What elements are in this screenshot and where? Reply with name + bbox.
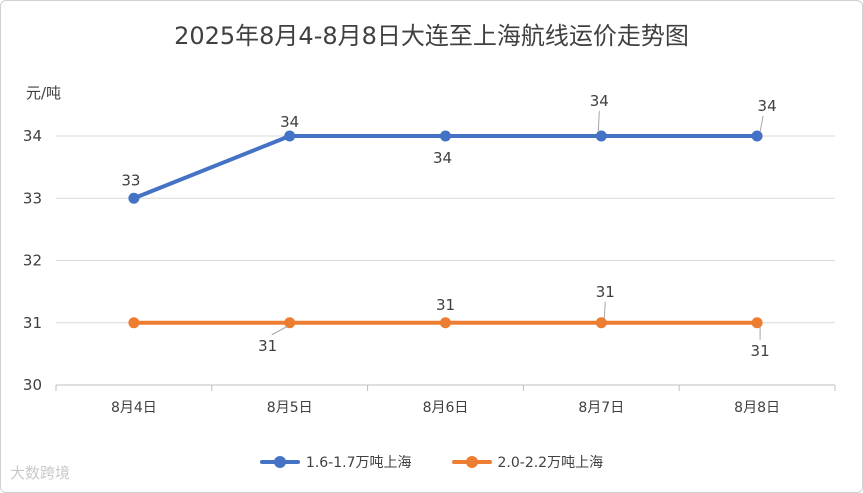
data-point xyxy=(595,317,607,329)
legend: 1.6-1.7万吨上海 2.0-2.2万吨上海 xyxy=(0,452,863,472)
y-tick-label: 32 xyxy=(23,252,42,270)
legend-marker-series-2 xyxy=(451,456,492,468)
data-label-leader xyxy=(597,110,600,133)
legend-item-series-2[interactable]: 2.0-2.2万吨上海 xyxy=(451,452,604,472)
data-point xyxy=(440,130,451,142)
watermark-logo: 大数跨境 xyxy=(10,464,71,482)
x-tick-label: 8月6日 xyxy=(423,400,469,416)
data-label: 34 xyxy=(758,97,777,115)
x-tick-label: 8月4日 xyxy=(111,400,157,416)
x-tick-label: 8月7日 xyxy=(578,400,624,416)
x-tick-label: 8月8日 xyxy=(734,400,780,416)
data-label-leader xyxy=(759,115,764,133)
x-tick-label: 8月5日 xyxy=(267,400,313,416)
data-label: 34 xyxy=(280,113,299,131)
data-label: 34 xyxy=(590,92,609,110)
data-point xyxy=(595,130,607,142)
data-point xyxy=(128,192,140,204)
data-point xyxy=(440,317,451,329)
legend-item-series-1[interactable]: 1.6-1.7万吨上海 xyxy=(259,452,412,472)
data-label: 33 xyxy=(121,171,140,189)
y-tick-label: 34 xyxy=(23,127,42,145)
y-tick-label: 31 xyxy=(23,314,42,332)
data-point xyxy=(284,317,296,329)
series-line-1 xyxy=(131,134,760,201)
y-tick-label: 33 xyxy=(23,189,42,207)
y-axis-unit-label: 元/吨 xyxy=(26,84,62,102)
chart-title: 2025年8月4-8月8日大连至上海航线运价走势图 xyxy=(174,22,689,50)
data-label: 31 xyxy=(436,296,455,314)
legend-label-series-2: 2.0-2.2万吨上海 xyxy=(497,455,604,471)
y-tick-label: 30 xyxy=(23,376,42,394)
legend-marker-series-1 xyxy=(259,456,300,468)
data-label: 34 xyxy=(433,149,452,167)
data-point xyxy=(751,130,763,142)
data-point xyxy=(284,130,296,142)
data-point xyxy=(751,317,763,329)
data-label: 31 xyxy=(596,283,615,301)
data-label: 31 xyxy=(258,337,277,355)
data-point xyxy=(128,317,140,329)
data-label: 31 xyxy=(751,342,770,360)
data-label-leader xyxy=(603,301,606,319)
legend-label-series-1: 1.6-1.7万吨上海 xyxy=(305,455,412,471)
data-label-leader xyxy=(271,326,287,336)
